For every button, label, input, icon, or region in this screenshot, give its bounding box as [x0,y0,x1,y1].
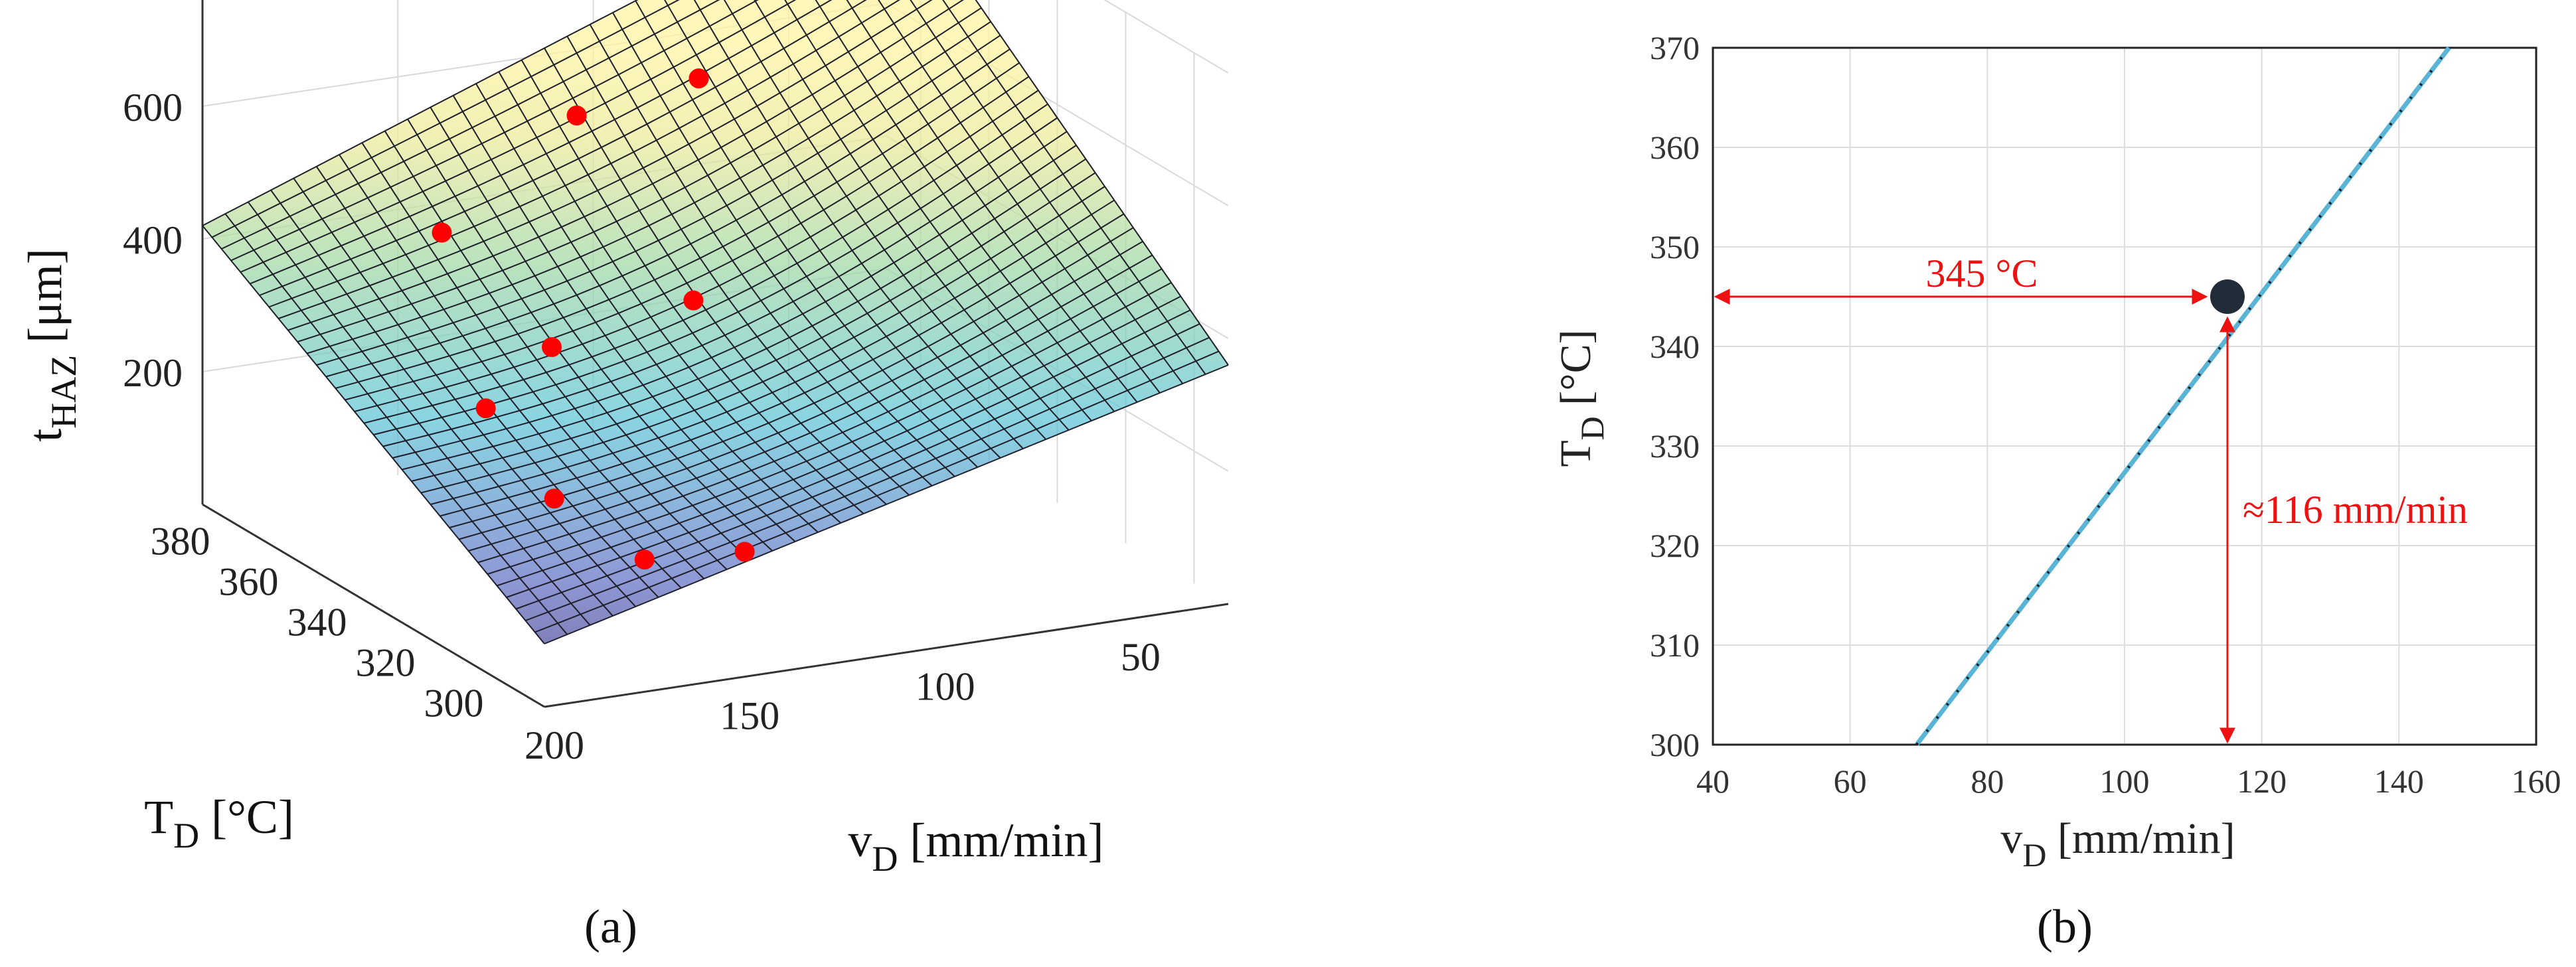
a-mesh-line-T [221,0,720,250]
a-mesh-line-T [363,103,1048,424]
a-z-axis-label: tHAZ [μm] [19,248,84,442]
a-x-tick-label: 150 [720,694,779,738]
a-mesh-line-T [335,62,1020,389]
a-y-tick-label: 360 [219,560,279,604]
b-x-tick-labels: 40 60 80 100 120 140 160 [1696,763,2561,800]
a-z-tick-label: 200 [123,351,183,395]
b-x-tick-label: 140 [2374,763,2424,800]
a-mesh-line-T [525,336,1210,621]
b-x-tick-label: 100 [2100,763,2150,800]
a-mesh-line-T [402,158,1086,471]
a-mesh-line-T [497,295,1181,587]
b-y-tick-label: 360 [1650,129,1700,166]
b-series-line [1915,46,2451,747]
b-y-axis-label: TD [°C] [1552,329,1611,467]
panel-b-line-plot: 40 60 80 100 120 140 160 300 310 320 330 340 350 360… [1552,29,2561,953]
a-mesh-line-T [420,186,1105,494]
a-mesh-line-T [297,7,982,342]
a-mesh-line-T [544,364,1229,644]
a-mesh-line-T [487,281,1172,575]
a-z-tick-label: 400 [123,218,183,262]
a-mesh-line-T [230,0,759,261]
a-data-point [688,68,709,89]
b-y-tick-labels: 300 310 320 330 340 350 360 370 [1650,29,1700,763]
a-axes [201,0,1229,708]
a-mesh-line-T [278,0,933,319]
a-data-point [566,106,587,126]
b-plot-frame [1712,46,2537,746]
a-mesh-line-T [211,0,680,238]
a-x-axis-line [544,603,1229,708]
a-data-point [734,542,755,562]
a-x-axis-label: vD [mm/min] [848,814,1104,879]
a-mesh-line-T [430,199,1115,505]
a-mesh-line-T [307,21,991,354]
a-mesh-line-T [202,0,639,226]
a-mesh-line-T [440,213,1125,517]
a-mesh-line-T [515,323,1200,610]
a-mesh-line-T [534,350,1220,633]
a-z-tick-labels: 200400600800 [123,86,183,395]
b-x-tick-label: 80 [1971,763,2004,800]
b-design-point-marker [2210,279,2245,314]
a-mesh-line-T [458,240,1143,540]
a-mesh-line-T [477,268,1163,563]
b-series-dots [1915,46,2451,746]
a-y-tick-label: 300 [424,682,484,725]
a-panel-label: (a) [584,900,637,953]
a-data-point [432,222,452,243]
b-y-tick-label: 320 [1650,527,1700,564]
a-data-point [544,488,564,509]
b-x-axis-label: vD [mm/min] [2000,814,2235,873]
b-panel-label: (b) [2037,900,2093,953]
a-data-point [683,290,704,311]
a-y-tick-label: 320 [356,641,416,685]
a-mesh-line-T [268,0,901,308]
a-mesh-line-T [325,48,1010,378]
a-z-gridline [1103,0,1229,74]
a-data-point [634,550,655,570]
a-mesh-line-T [316,35,1001,366]
a-mesh-line-T [250,0,833,285]
a-data-points [432,68,755,570]
a-mesh-line-T [468,254,1153,552]
b-temperature-annotation: 345 °C [1925,252,2038,295]
a-y-axis-label: TD [°C] [144,790,294,855]
a-mesh-line-T [411,172,1096,482]
b-y-tick-label: 370 [1650,29,1700,66]
a-mesh-line-T [287,0,964,331]
b-y-tick-label: 310 [1650,627,1700,664]
a-mesh-line-T [259,0,867,296]
a-surface [202,0,1229,644]
a-x-tick-label: 100 [916,664,975,708]
a-data-point [542,336,562,357]
a-y-axis-line [202,503,545,708]
b-grid [1712,47,2537,745]
b-annotations [1714,289,2235,744]
b-y-tick-label: 340 [1650,328,1700,365]
a-y-tick-label: 340 [287,601,347,644]
b-x-tick-label: 160 [2512,763,2561,800]
b-x-tick-label: 60 [1834,763,1867,800]
a-y-tick-label: 380 [151,520,210,563]
b-x-tick-label: 40 [1696,763,1730,800]
b-series [1915,46,2451,747]
a-z-tick-label: 600 [123,86,183,129]
a-mesh-line-T [382,131,1068,447]
b-y-tick-label: 350 [1650,228,1700,265]
b-speed-annotation: ≈116 mm/min [2243,488,2468,532]
a-x-tick-label: 50 [1121,635,1161,679]
b-y-tick-label: 300 [1650,726,1700,763]
b-y-tick-label: 330 [1650,427,1700,465]
a-x-tick-label: 200 [524,723,584,767]
b-x-tick-label: 120 [2237,763,2287,800]
a-mesh-line-T [345,76,1030,401]
a-data-point [475,398,496,419]
a-mesh-line-T [506,309,1191,598]
a-x-tick-labels: 50 100 150 200 [524,635,1161,767]
a-mesh-line-T [392,145,1077,459]
